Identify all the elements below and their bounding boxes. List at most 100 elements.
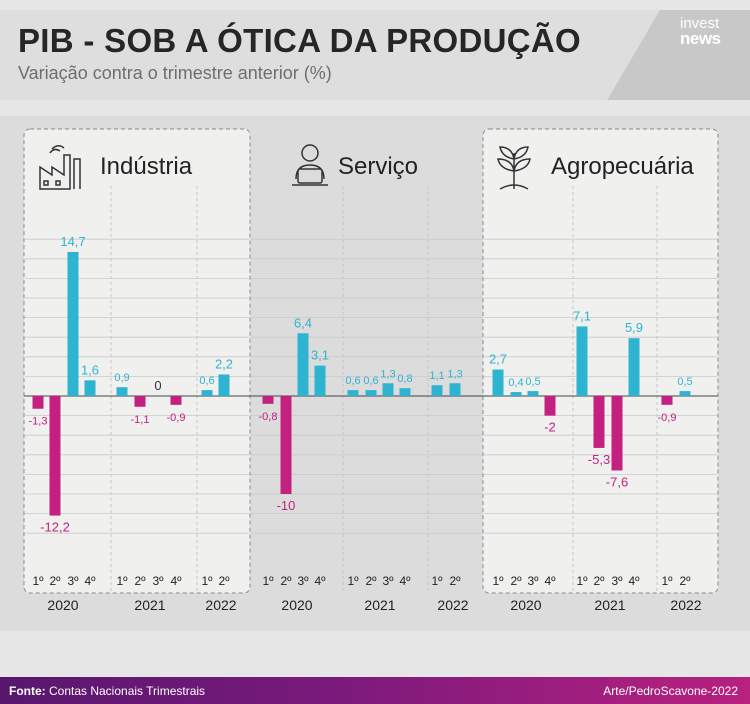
year-label: 2022 — [437, 597, 468, 613]
year-label: 2021 — [134, 597, 165, 613]
quarter-label: 2º — [449, 574, 461, 588]
data-label: 1,1 — [429, 370, 444, 382]
bar — [661, 396, 673, 405]
bar — [449, 383, 461, 396]
data-label: -2 — [544, 420, 556, 435]
bar — [679, 391, 691, 396]
bar — [382, 383, 394, 396]
bar — [510, 392, 522, 396]
data-label: 5,9 — [625, 320, 643, 335]
quarter-label: 3º — [611, 574, 623, 588]
bar — [527, 391, 539, 396]
panel-box — [23, 128, 251, 594]
data-label: -1,1 — [131, 414, 150, 426]
bar — [84, 380, 96, 396]
quarter-label: 3º — [297, 574, 309, 588]
data-label: 0,5 — [525, 376, 540, 388]
year-label: 2022 — [670, 597, 701, 613]
data-label: 0,8 — [397, 373, 412, 385]
data-label: 0,5 — [677, 376, 692, 388]
bar — [544, 396, 556, 416]
source-label: Fonte: — [9, 684, 46, 698]
quarter-label: 1º — [116, 574, 128, 588]
bar — [170, 396, 182, 405]
quarter-label: 2º — [218, 574, 230, 588]
quarter-label: 1º — [262, 574, 274, 588]
quarter-label: 2º — [134, 574, 146, 588]
brand-logo: invest news — [680, 15, 721, 48]
bar — [593, 396, 605, 448]
data-label: 6,4 — [294, 315, 312, 330]
data-label: 0,6 — [363, 375, 378, 387]
data-label: 3,1 — [311, 348, 329, 363]
group-title: Serviço — [338, 153, 418, 180]
data-label: -0,8 — [259, 411, 278, 423]
quarter-label: 4º — [170, 574, 182, 588]
brand-logo-line1: invest — [680, 15, 720, 32]
worker-laptop-icon — [292, 144, 328, 186]
data-label: -5,3 — [588, 452, 610, 467]
quarter-label: 1º — [347, 574, 359, 588]
quarter-label: 4º — [544, 574, 556, 588]
data-label: 14,7 — [60, 234, 85, 249]
year-label: 2020 — [510, 597, 541, 613]
bar — [201, 390, 213, 396]
plant-icon — [497, 146, 531, 190]
data-label: 0,4 — [508, 377, 523, 389]
panel-box — [482, 128, 719, 594]
year-label: 2021 — [364, 597, 395, 613]
quarter-label: 1º — [576, 574, 588, 588]
year-label: 2020 — [281, 597, 312, 613]
quarter-label: 3º — [152, 574, 164, 588]
bar — [431, 385, 443, 396]
data-label: 2,2 — [215, 356, 233, 371]
quarter-label: 1º — [201, 574, 213, 588]
bar — [628, 338, 640, 396]
data-label: -7,6 — [606, 474, 628, 489]
source-text: Contas Nacionais Trimestrais — [45, 684, 206, 698]
data-label: 1,3 — [380, 368, 395, 380]
chart-svg: Indústria -1,3 -12,2 14,7 1,6 0,9 -1,1 0 -0,9 0,6… — [23, 128, 719, 613]
quarter-label: 2º — [510, 574, 522, 588]
quarter-label: 4º — [628, 574, 640, 588]
year-label: 2022 — [205, 597, 236, 613]
bar — [314, 365, 326, 396]
bar — [280, 396, 292, 494]
data-label: -0,9 — [658, 412, 677, 424]
data-label: 0,6 — [199, 375, 214, 387]
factory-icon — [39, 145, 81, 190]
credit-note: Arte/PedroScavone-2022 — [603, 684, 738, 698]
quarter-label: 3º — [382, 574, 394, 588]
group-title: Indústria — [100, 153, 193, 180]
quarter-label: 1º — [661, 574, 673, 588]
data-label: 0,9 — [114, 372, 129, 384]
quarter-label: 2º — [679, 574, 691, 588]
chart-area: Indústria -1,3 -12,2 14,7 1,6 0,9 -1,1 0 -0,9 0,6… — [0, 116, 750, 631]
header-panel — [0, 10, 660, 100]
data-label: 7,1 — [573, 308, 591, 323]
brand-logo-line2: news — [680, 29, 721, 48]
data-label: -12,2 — [40, 520, 70, 535]
bar — [576, 326, 588, 396]
data-label: 0 — [154, 378, 161, 393]
data-label: 1,3 — [447, 368, 462, 380]
data-label: 1,6 — [81, 362, 99, 377]
footer: Fonte: Contas Nacionais Trimestrais Arte… — [0, 677, 750, 704]
quarter-label: 4º — [314, 574, 326, 588]
quarter-label: 1º — [431, 574, 443, 588]
bar — [218, 374, 230, 396]
bar — [32, 396, 44, 409]
bar — [67, 251, 79, 396]
quarter-label: 3º — [527, 574, 539, 588]
quarter-label: 4º — [399, 574, 411, 588]
quarter-label: 2º — [365, 574, 377, 588]
chart-title: PIB - SOB A ÓTICA DA PRODUÇÃO — [18, 22, 581, 59]
group-title: Agropecuária — [551, 153, 694, 180]
source-note: Fonte: Contas Nacionais Trimestrais — [9, 684, 205, 698]
year-label: 2021 — [594, 597, 625, 613]
quarter-label: 2º — [49, 574, 61, 588]
bar — [611, 396, 623, 471]
data-label: 2,7 — [489, 352, 507, 367]
bar — [399, 388, 411, 396]
quarter-label: 2º — [280, 574, 292, 588]
